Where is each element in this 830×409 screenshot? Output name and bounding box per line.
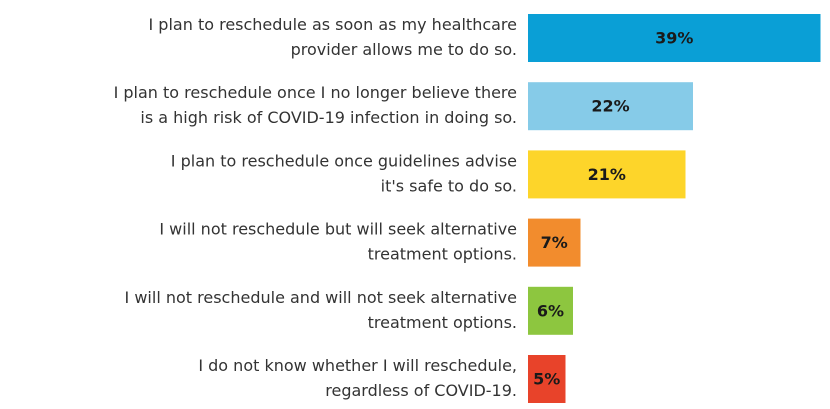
- value-label: 7%: [541, 233, 568, 252]
- category-label: it's safe to do so.: [381, 176, 517, 195]
- bar: [528, 218, 581, 267]
- bar: [528, 82, 693, 131]
- category-label: I do not know whether I will reschedule,: [198, 356, 517, 375]
- category-label: I plan to reschedule once guidelines adv…: [171, 151, 517, 170]
- value-label: 6%: [537, 301, 564, 320]
- value-label: 22%: [591, 97, 629, 116]
- category-label: is a high risk of COVID-19 infection in …: [140, 108, 517, 127]
- category-label: I plan to reschedule once I no longer be…: [114, 83, 517, 102]
- category-label: I will not reschedule and will not seek …: [125, 288, 517, 307]
- category-label: regardless of COVID-19.: [325, 381, 517, 400]
- category-label: I plan to reschedule as soon as my healt…: [149, 15, 518, 34]
- value-label: 5%: [533, 370, 560, 389]
- bar: [528, 355, 566, 403]
- bar: [528, 286, 573, 335]
- category-label: treatment options.: [368, 313, 517, 332]
- value-label: 21%: [588, 165, 626, 184]
- category-label: treatment options.: [368, 245, 517, 264]
- value-label: 39%: [655, 29, 693, 48]
- bar: [528, 150, 686, 199]
- category-label: provider allows me to do so.: [291, 40, 517, 59]
- bar: [528, 14, 821, 62]
- category-label: I will not reschedule but will seek alte…: [159, 220, 517, 239]
